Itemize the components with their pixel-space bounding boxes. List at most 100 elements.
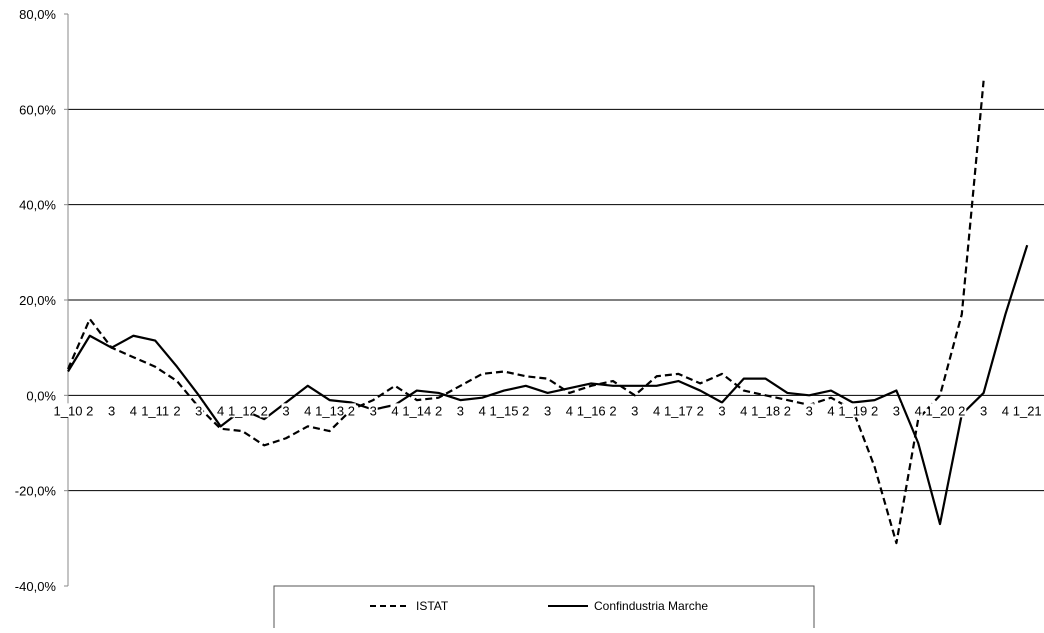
x-tick-label: 4 (566, 403, 573, 418)
y-tick-label: 80,0% (19, 7, 56, 22)
x-tick-label-bg (231, 403, 254, 418)
x-tick-label: 3 (893, 403, 900, 418)
x-tick-label-bg (521, 403, 531, 418)
x-tick-label-bg (782, 403, 792, 418)
x-tick-label: 4 (740, 403, 747, 418)
y-tick-label: 20,0% (19, 293, 56, 308)
x-tick-label-bg (303, 403, 313, 418)
x-tick-label: 3 (108, 403, 115, 418)
x-tick-label-bg (128, 403, 138, 418)
x-tick-label-bg (695, 403, 705, 418)
x-tick-label: 3 (282, 403, 289, 418)
x-tick-label: 1_19 (838, 403, 867, 418)
x-tick-label-bg (455, 403, 465, 418)
x-tick-label: 2 (522, 403, 529, 418)
x-tick-label: 1_20 (926, 403, 955, 418)
x-tick-label-bg (405, 403, 428, 418)
x-tick-label-bg (826, 403, 836, 418)
series-line-confindustria-marche (67, 244, 1029, 526)
x-tick-label: 3 (195, 403, 202, 418)
x-tick-label: 4 (653, 403, 660, 418)
x-tick-label: 1_13 (315, 403, 344, 418)
series-line-istat (66, 80, 985, 545)
x-tick-label-bg (929, 403, 951, 418)
x-tick-label: 2 (871, 403, 878, 418)
x-tick-label-bg (630, 403, 640, 418)
x-tick-label: 4 (479, 403, 486, 418)
x-tick-label: 1_10 (54, 403, 83, 418)
x-tick-label: 2 (261, 403, 268, 418)
x-tick-label: 3 (370, 403, 377, 418)
x-tick-label-bg (754, 403, 777, 418)
x-tick-label: 4 (391, 403, 398, 418)
x-tick-label: 3 (457, 403, 464, 418)
x-tick-label: 1_16 (577, 403, 606, 418)
x-tick-label-bg (841, 403, 864, 418)
x-tick-label: 3 (806, 403, 813, 418)
x-tick-label: 1_14 (402, 403, 431, 418)
x-tick-label: 2 (958, 403, 965, 418)
x-tick-label: 1_17 (664, 403, 693, 418)
x-tick-label-bg (390, 403, 400, 418)
x-tick-label-bg (564, 403, 574, 418)
x-tick-label-bg (739, 403, 749, 418)
x-tick-label-bg (804, 403, 814, 418)
y-tick-label: 0,0% (26, 388, 56, 403)
x-tick-label: 3 (980, 403, 987, 418)
x-tick-label: 4 (304, 403, 311, 418)
x-tick-label: 4 (915, 403, 922, 418)
x-tick-label-bg (870, 403, 880, 418)
y-tick-label: -40,0% (15, 579, 57, 594)
legend-label-confindustria-marche: Confindustria Marche (594, 599, 708, 613)
x-tick-label-bg (493, 403, 515, 418)
x-tick-label: 2 (173, 403, 180, 418)
x-tick-label: 3 (544, 403, 551, 418)
x-tick-label-bg (346, 403, 356, 418)
x-tick-label-bg (107, 403, 117, 418)
x-tick-label-bg (216, 403, 226, 418)
x-tick-label-bg (85, 403, 95, 418)
x-tick-label-bg (891, 403, 901, 418)
x-tick-label: 4 (827, 403, 834, 418)
x-tick-label: 1_21 (1013, 403, 1042, 418)
x-tick-label: 1_11 (141, 403, 169, 418)
x-tick-label-bg (318, 403, 341, 418)
x-tick-label: 3 (718, 403, 725, 418)
x-tick-label-bg (144, 403, 167, 418)
x-tick-label-bg (194, 403, 204, 418)
x-tick-label: 3 (631, 403, 638, 418)
x-tick-label: 1_15 (490, 403, 519, 418)
x-tick-label: 2 (784, 403, 791, 418)
x-tick-label-bg (259, 403, 269, 418)
x-tick-label-bg (957, 403, 967, 418)
x-tick-label-bg (57, 403, 79, 418)
x-tick-label-bg (717, 403, 727, 418)
x-tick-label: 4 (1002, 403, 1009, 418)
x-tick-label-bg (667, 403, 690, 418)
y-tick-label: 60,0% (19, 102, 56, 117)
x-tick-label: 1_12 (228, 403, 257, 418)
x-tick-label-bg (608, 403, 618, 418)
x-tick-label-bg (979, 403, 989, 418)
x-tick-label: 2 (609, 403, 616, 418)
x-tick-label-bg (913, 403, 923, 418)
legend-label-istat: ISTAT (416, 599, 449, 613)
legend-box (273, 585, 815, 633)
x-tick-label: 2 (86, 403, 93, 418)
x-tick-label-bg (652, 403, 662, 418)
legend: ISTAT Confindustria Marche (273, 585, 815, 633)
x-tick-label-bg (477, 403, 487, 418)
y-axis-tick-labels: -40,0% -20,0% 0,0% 20,0% 40,0% 60,0% 80,0% (15, 7, 57, 594)
series-lines (66, 80, 1029, 545)
x-tick-label-bg (434, 403, 444, 418)
y-tick-label: -20,0% (15, 484, 57, 499)
x-tick-label: 2 (435, 403, 442, 418)
x-tick-label: 1_18 (751, 403, 780, 418)
x-tick-label-bg (368, 403, 378, 418)
x-tick-label-bg (580, 403, 603, 418)
x-tick-label: 2 (348, 403, 355, 418)
x-tick-label: 4 (130, 403, 137, 418)
y-tick-label: 40,0% (19, 198, 56, 213)
